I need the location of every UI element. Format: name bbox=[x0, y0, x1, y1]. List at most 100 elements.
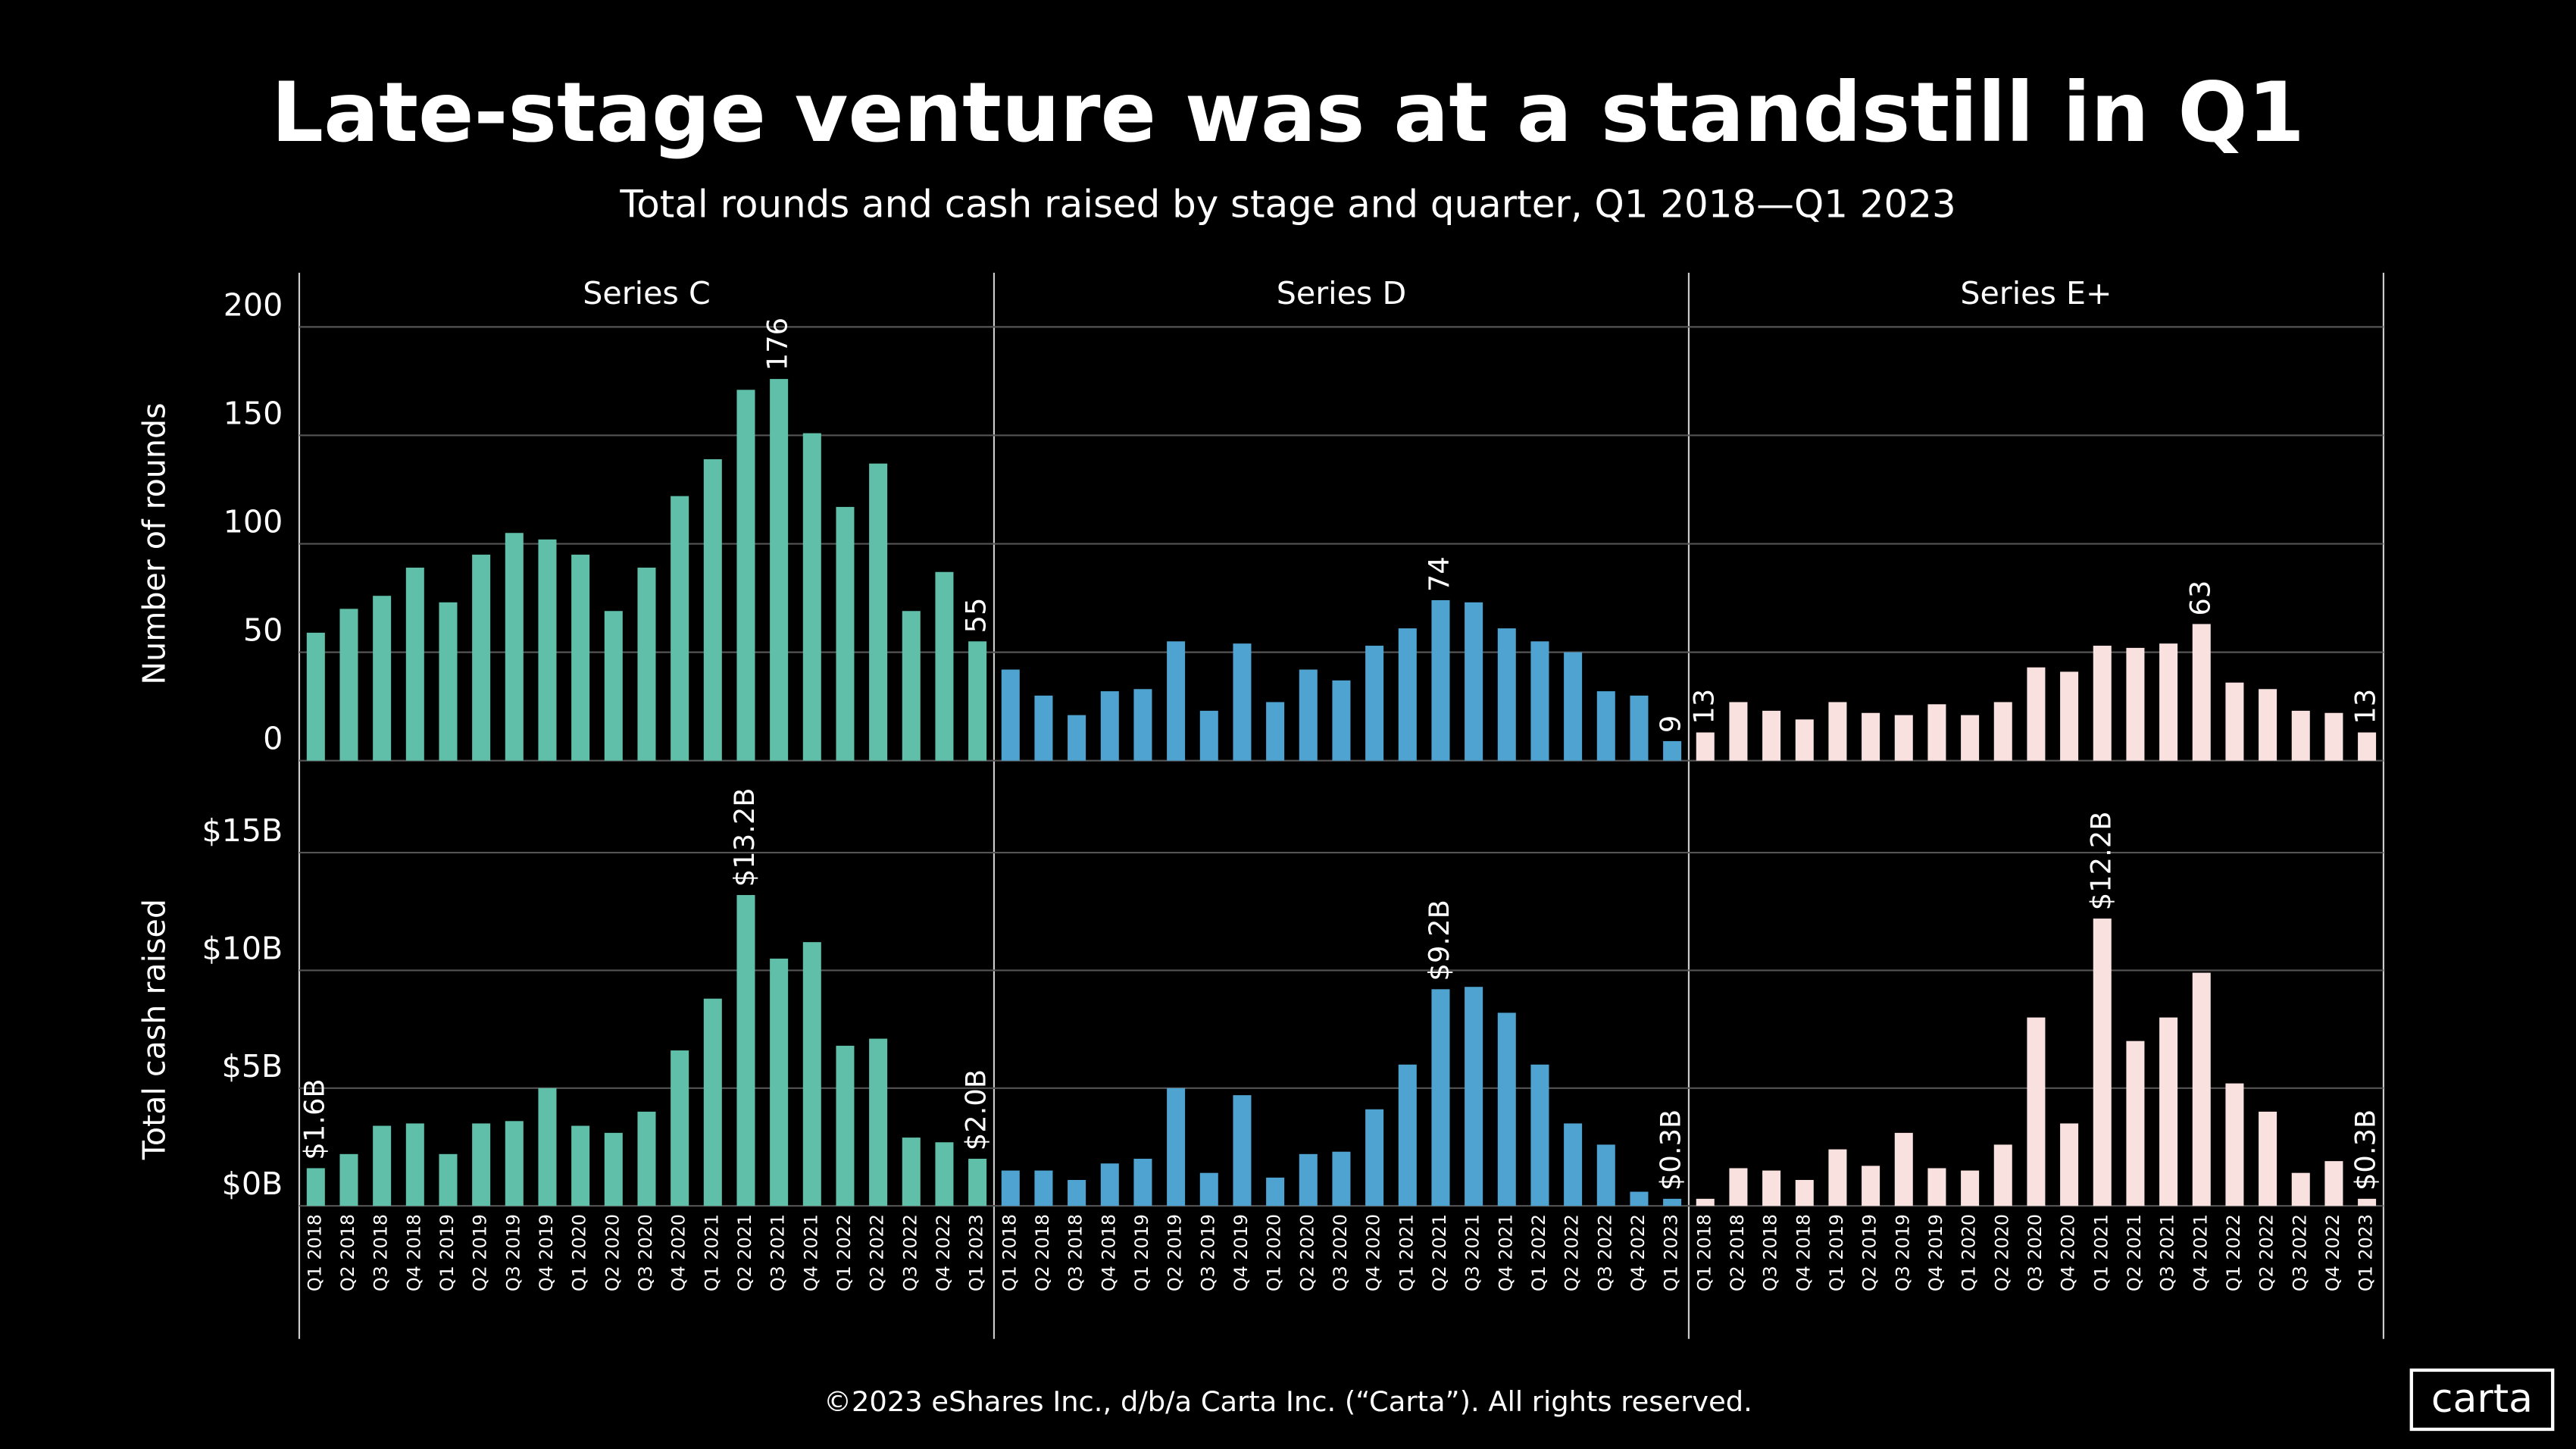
bar bbox=[1564, 652, 1583, 761]
bar bbox=[770, 958, 789, 1206]
bar bbox=[1398, 1064, 1417, 1206]
x-tick-label: Q2 2018 bbox=[337, 1214, 358, 1291]
x-tick-label: Q3 2021 bbox=[1462, 1214, 1483, 1291]
bar bbox=[1828, 702, 1847, 761]
x-tick-label: Q4 2022 bbox=[2322, 1214, 2343, 1291]
x-tick-label: Q4 2022 bbox=[933, 1214, 954, 1291]
bar bbox=[2324, 1161, 2343, 1206]
bar bbox=[836, 506, 855, 761]
bar bbox=[2192, 972, 2211, 1206]
bar bbox=[1133, 1159, 1152, 1206]
x-tick-label: Q4 2020 bbox=[668, 1214, 689, 1291]
x-tick-label: Q4 2018 bbox=[1098, 1214, 1119, 1291]
bar bbox=[2159, 643, 2178, 761]
bar bbox=[2259, 1111, 2277, 1206]
bar bbox=[1828, 1149, 1847, 1206]
y-tick-label: $0B bbox=[222, 1166, 283, 1202]
x-tick-label: Q1 2019 bbox=[1131, 1214, 1152, 1291]
y-axis-title: Number of rounds bbox=[136, 402, 172, 684]
bar bbox=[1696, 1198, 1715, 1206]
x-tick-label: Q4 2022 bbox=[1627, 1214, 1649, 1291]
bar bbox=[1993, 1144, 2012, 1206]
x-tick-label: Q2 2019 bbox=[1859, 1214, 1880, 1291]
x-tick-label: Q3 2018 bbox=[1760, 1214, 1781, 1291]
x-tick-label: Q4 2019 bbox=[536, 1214, 557, 1291]
y-tick-label: 150 bbox=[224, 395, 283, 431]
bar bbox=[1729, 702, 1748, 761]
bar bbox=[339, 609, 358, 761]
bar bbox=[968, 641, 987, 761]
data-label: $2.0B bbox=[960, 1069, 993, 1150]
x-tick-label: Q2 2020 bbox=[1296, 1214, 1318, 1291]
x-tick-label: Q1 2021 bbox=[701, 1214, 722, 1291]
data-label: 13 bbox=[2349, 689, 2382, 724]
y-tick-label: 0 bbox=[263, 721, 283, 757]
x-tick-label: Q3 2022 bbox=[899, 1214, 921, 1291]
x-tick-label: Q1 2018 bbox=[1693, 1214, 1715, 1291]
bar bbox=[1431, 989, 1450, 1206]
bar bbox=[1961, 715, 1980, 761]
x-tick-label: Q1 2019 bbox=[436, 1214, 458, 1291]
x-tick-label: Q4 2021 bbox=[1495, 1214, 1516, 1291]
bar bbox=[1596, 1144, 1615, 1206]
x-tick-label: Q3 2020 bbox=[2024, 1214, 2046, 1291]
bar bbox=[2291, 1172, 2310, 1206]
bar bbox=[2126, 1041, 2145, 1206]
bar bbox=[1530, 641, 1549, 761]
bar bbox=[571, 1125, 590, 1206]
bar bbox=[1199, 1172, 1218, 1206]
x-tick-label: Q3 2019 bbox=[1892, 1214, 1913, 1291]
chart-subtitle: Total rounds and cash raised by stage an… bbox=[619, 183, 1955, 227]
bar bbox=[405, 1123, 424, 1206]
bar bbox=[902, 1138, 921, 1206]
x-tick-label: Q1 2018 bbox=[999, 1214, 1020, 1291]
bar bbox=[2291, 710, 2310, 761]
x-tick-label: Q4 2019 bbox=[1230, 1214, 1252, 1291]
bar bbox=[1663, 1198, 1682, 1206]
data-label: 176 bbox=[761, 318, 794, 371]
data-label: $0.3B bbox=[1655, 1109, 1687, 1191]
bar bbox=[736, 895, 755, 1206]
bar bbox=[2225, 1083, 2244, 1206]
bar bbox=[1233, 643, 1252, 761]
bar bbox=[935, 571, 954, 761]
x-tick-label: Q1 2022 bbox=[1528, 1214, 1549, 1291]
bar bbox=[373, 1125, 392, 1206]
x-tick-label: Q3 2020 bbox=[635, 1214, 656, 1291]
x-tick-label: Q1 2021 bbox=[1396, 1214, 1417, 1291]
bar bbox=[505, 533, 524, 761]
bar bbox=[1034, 695, 1053, 761]
x-tick-label: Q1 2023 bbox=[2356, 1214, 2377, 1291]
data-label: 63 bbox=[2184, 581, 2216, 616]
y-tick-label: $5B bbox=[222, 1048, 283, 1084]
bar bbox=[703, 458, 722, 761]
bar bbox=[671, 1050, 689, 1206]
data-label: 55 bbox=[960, 598, 993, 634]
bar bbox=[1001, 1170, 1020, 1206]
x-tick-label: Q3 2020 bbox=[1330, 1214, 1351, 1291]
bar bbox=[902, 611, 921, 761]
bar bbox=[1530, 1064, 1549, 1206]
bar bbox=[1398, 628, 1417, 761]
bar bbox=[1068, 715, 1086, 761]
bar bbox=[1199, 710, 1218, 761]
bar bbox=[1332, 680, 1351, 761]
x-tick-label: Q2 2021 bbox=[734, 1214, 755, 1291]
bar bbox=[2027, 1017, 2046, 1206]
x-tick-label: Q2 2020 bbox=[602, 1214, 623, 1291]
x-tick-label: Q2 2022 bbox=[867, 1214, 888, 1291]
bar bbox=[637, 1111, 656, 1206]
bar bbox=[1762, 1170, 1781, 1206]
bar bbox=[1927, 1168, 1946, 1206]
x-tick-label: Q2 2021 bbox=[1429, 1214, 1450, 1291]
x-tick-label: Q2 2021 bbox=[2124, 1214, 2145, 1291]
x-tick-label: Q1 2020 bbox=[569, 1214, 590, 1291]
bar bbox=[1167, 1088, 1186, 1206]
x-tick-label: Q1 2023 bbox=[966, 1214, 987, 1291]
bar bbox=[1266, 702, 1285, 761]
panel-title: Series E+ bbox=[1960, 275, 2112, 311]
x-tick-label: Q3 2019 bbox=[502, 1214, 524, 1291]
y-tick-label: 100 bbox=[224, 504, 283, 540]
bar bbox=[2192, 624, 2211, 761]
